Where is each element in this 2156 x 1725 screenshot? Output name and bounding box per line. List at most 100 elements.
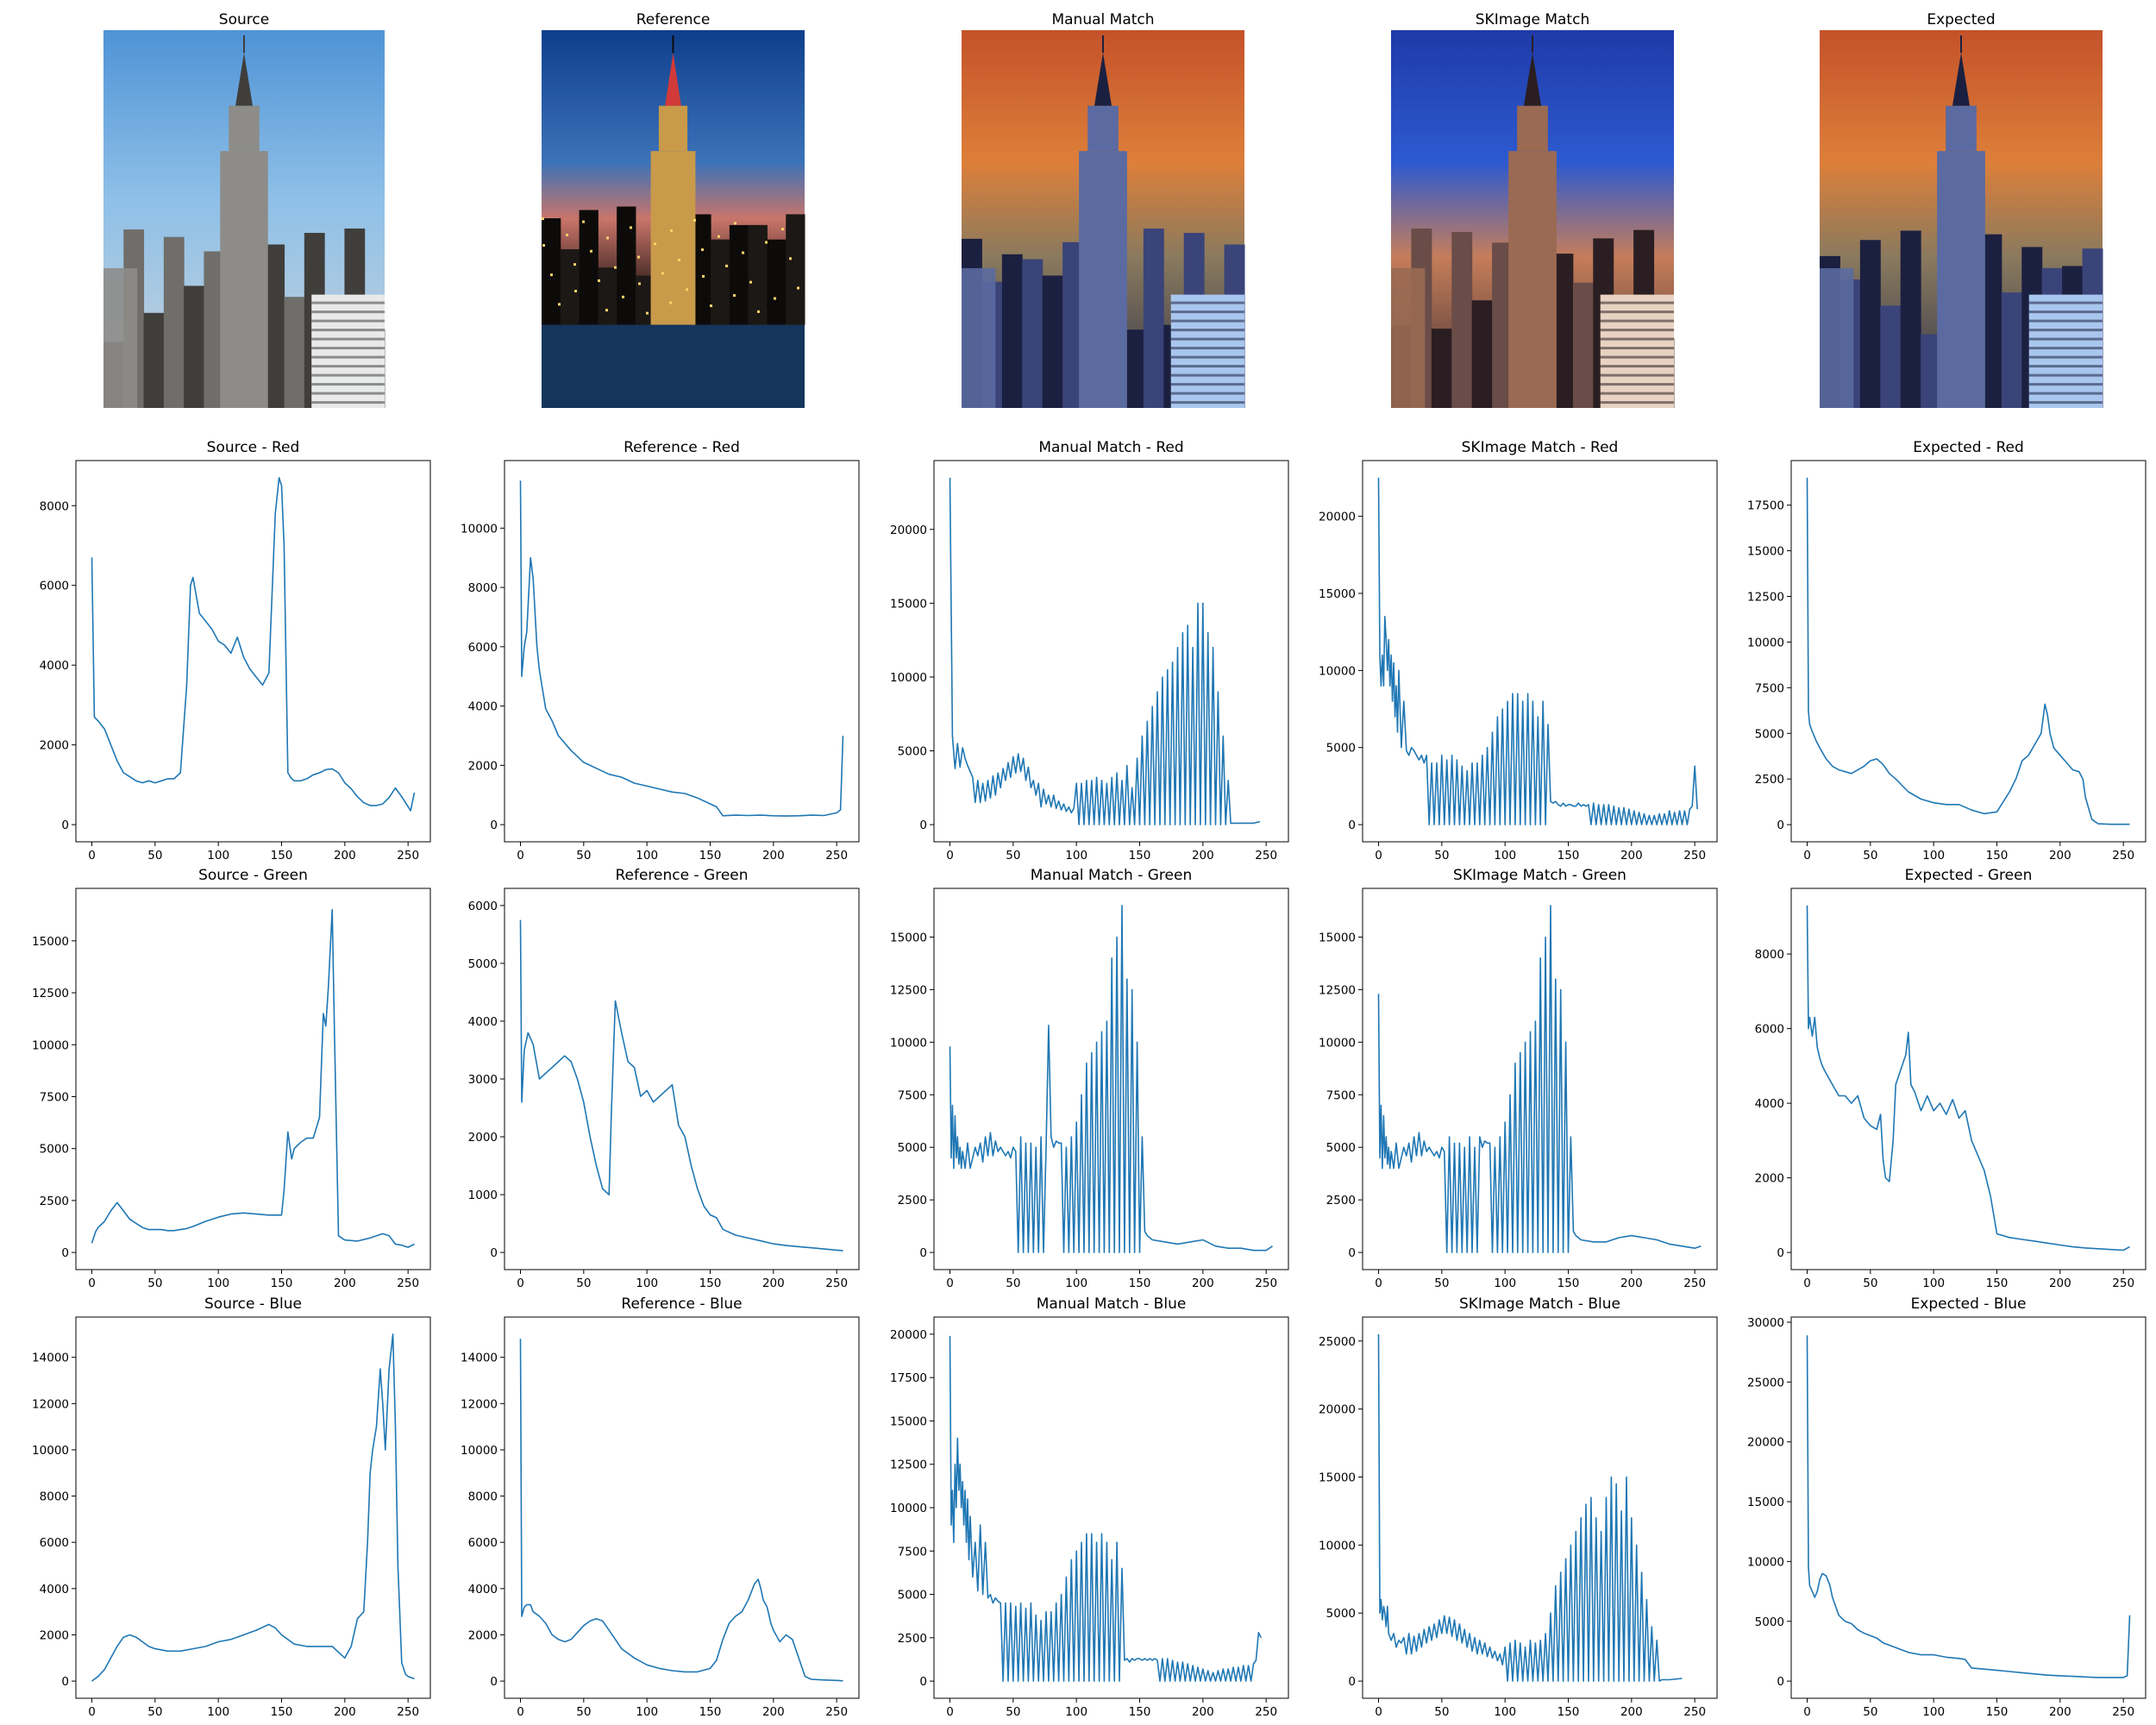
histogram-series-line: [1806, 477, 2130, 825]
photo-spire: [1094, 53, 1112, 106]
y-tick-label: 1000: [468, 1189, 498, 1202]
photo-foreground-building: [2028, 294, 2103, 408]
plot-frame: [1790, 888, 2147, 1270]
y-tick-label: 10000: [890, 671, 927, 685]
y-tick-label: 25000: [1319, 1335, 1356, 1349]
photo-building: [1552, 254, 1574, 408]
x-tick-label: 50: [1863, 1276, 1877, 1290]
photo-building: [635, 275, 655, 325]
photo-tower-top: [1087, 105, 1119, 152]
photo-tower: [1079, 151, 1127, 408]
x-tick-label: 0: [517, 1705, 524, 1719]
x-tick-label: 150: [1557, 849, 1580, 862]
x-tick-label: 50: [576, 1705, 591, 1719]
photo-light: [590, 249, 592, 253]
photo-tower-top: [1517, 105, 1548, 152]
photo-left-building: [1820, 267, 1854, 408]
x-tick-label: 150: [1557, 1705, 1580, 1719]
photo-light: [630, 226, 632, 229]
photo-building: [748, 224, 768, 325]
x-tick-label: 100: [1922, 849, 1945, 862]
histogram-skimage-match-blue: SKImage Match - Blue 0 50 100 150 200 250 0 5000…: [1319, 1295, 1718, 1719]
x-tick-label: 200: [1620, 1276, 1643, 1290]
y-tick-label: 2000: [40, 739, 69, 753]
chart-title: Reference - Red: [624, 439, 740, 456]
photo-window-row: [2028, 347, 2103, 350]
x-tick-label: 250: [1255, 849, 1277, 862]
y-tick-label: 0: [61, 1675, 69, 1689]
plot-frame: [75, 888, 431, 1270]
x-tick-label: 250: [825, 1276, 848, 1290]
y-tick-label: 4000: [468, 700, 498, 714]
photo-building: [2001, 292, 2022, 408]
histogram-series-line: [949, 905, 1273, 1253]
y-tick-label: 0: [1777, 1246, 1784, 1260]
x-tick-label: 0: [1803, 1705, 1811, 1719]
photo-building: [1900, 230, 1921, 408]
image-panel-skimage-match: SKImage Match: [1391, 11, 1675, 408]
x-tick-label: 250: [397, 1276, 419, 1290]
photo-building: [163, 236, 185, 408]
image-title: SKImage Match: [1476, 11, 1589, 28]
chart-title: SKImage Match - Blue: [1459, 1295, 1620, 1313]
y-tick-label: 15000: [32, 935, 69, 949]
photo-building: [1921, 334, 1942, 408]
image-title: Source: [219, 11, 269, 28]
y-tick-label: 4000: [1755, 1097, 1784, 1111]
y-tick-label: 12000: [32, 1397, 69, 1411]
histogram-series-line: [519, 1339, 843, 1682]
y-tick-label: 30000: [1747, 1316, 1784, 1330]
image-panel-expected: Expected: [1820, 11, 2103, 408]
x-tick-label: 100: [1065, 1705, 1087, 1719]
plot-frame: [933, 460, 1289, 843]
x-tick-label: 0: [88, 849, 96, 862]
y-tick-label: 12500: [890, 983, 927, 997]
x-tick-label: 0: [517, 849, 524, 862]
y-tick-label: 6000: [468, 1536, 498, 1550]
y-tick-label: 0: [1348, 819, 1356, 832]
chart-title: Expected - Red: [1913, 439, 2024, 456]
chart-title: Manual Match - Blue: [1037, 1295, 1187, 1313]
photo-window-row: [1170, 365, 1244, 368]
y-tick-label: 2000: [468, 1628, 498, 1642]
photo-light: [606, 236, 609, 240]
photo-light: [670, 229, 673, 232]
x-tick-label: 0: [88, 1276, 96, 1290]
y-tick-label: 10000: [1319, 1036, 1356, 1050]
plot-frame: [504, 1316, 860, 1699]
x-tick-label: 200: [334, 1276, 356, 1290]
histogram-series-line: [91, 477, 416, 812]
photo-window-row: [1600, 383, 1674, 386]
photo-window-row: [1600, 373, 1674, 377]
y-tick-label: 8000: [40, 1490, 69, 1504]
y-tick-label: 5000: [1326, 1607, 1356, 1621]
photo-light: [701, 248, 704, 252]
x-tick-label: 250: [825, 849, 848, 862]
photo-building: [767, 239, 787, 325]
image-panel-reference: Reference: [542, 11, 805, 408]
photo-building: [711, 239, 730, 325]
y-tick-label: 4000: [40, 1583, 69, 1596]
photo-light: [605, 309, 608, 312]
photo-window-row: [1170, 392, 1244, 395]
x-tick-label: 150: [1557, 1276, 1580, 1290]
chart-title: Manual Match - Red: [1038, 439, 1183, 456]
x-tick-label: 100: [1065, 1276, 1087, 1290]
photo-light: [781, 228, 784, 231]
photo-tower: [650, 151, 696, 325]
histogram-reference-blue: Reference - Blue 0 50 100 150 200 250 0 2000 4000…: [461, 1295, 860, 1719]
histogram-series-line: [519, 919, 843, 1251]
photo-window-row: [1170, 347, 1244, 350]
y-tick-label: 10000: [461, 522, 498, 536]
photo-light: [774, 297, 776, 300]
y-tick-label: 15000: [890, 1414, 927, 1428]
y-tick-label: 0: [61, 1246, 69, 1260]
x-tick-label: 250: [397, 849, 419, 862]
photo-building: [1143, 228, 1164, 408]
photo-window-row: [311, 392, 385, 395]
y-tick-label: 8000: [40, 499, 69, 513]
y-tick-label: 0: [919, 819, 927, 832]
y-tick-label: 5000: [1755, 1615, 1784, 1629]
